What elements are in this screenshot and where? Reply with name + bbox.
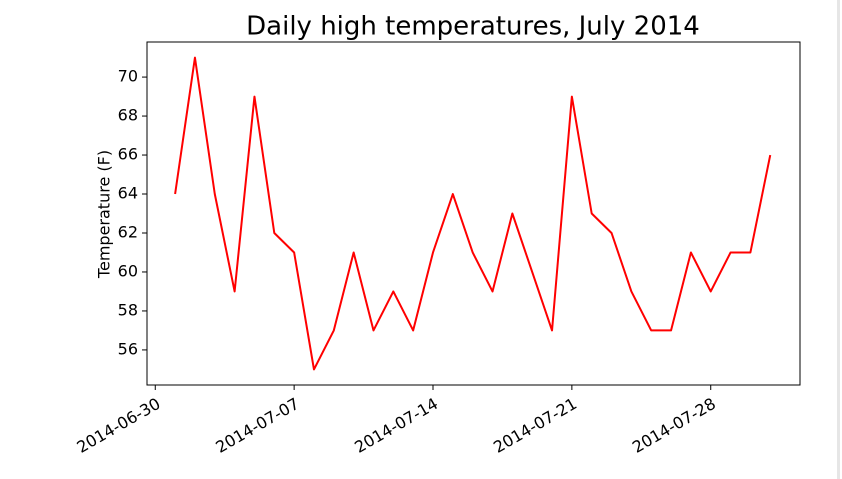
line-series — [174, 56, 772, 371]
chart-title: Daily high temperatures, July 2014 — [246, 12, 700, 42]
y-tick-label: 70 — [118, 67, 138, 86]
y-tick-label: 58 — [118, 300, 138, 319]
y-tick-label: 62 — [118, 222, 138, 241]
y-tick-label: 66 — [118, 145, 138, 164]
y-tick-label: 64 — [118, 184, 138, 203]
y-tick-label: 56 — [118, 339, 138, 358]
y-tick-label: 68 — [118, 106, 138, 125]
y-axis-label: Temperature (F) — [95, 150, 114, 279]
y-tick-label: 60 — [118, 261, 138, 280]
plot-frame — [146, 41, 801, 386]
